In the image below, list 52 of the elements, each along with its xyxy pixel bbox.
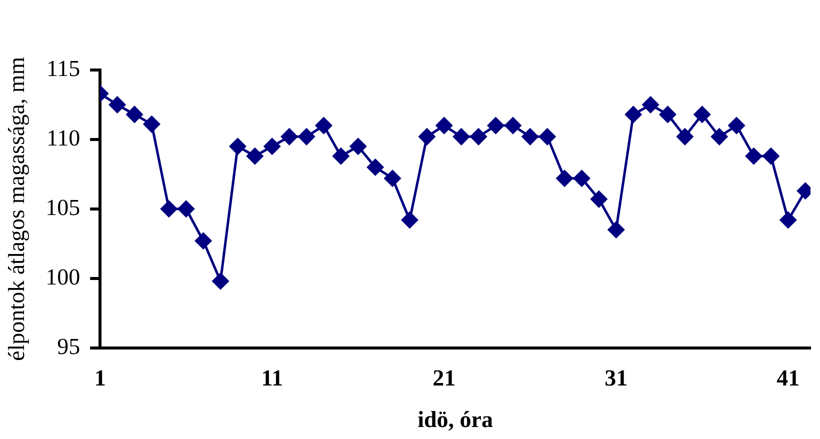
point — [504, 117, 522, 134]
point — [264, 138, 280, 155]
point — [728, 117, 745, 134]
point — [195, 232, 212, 250]
point — [590, 190, 608, 208]
point — [659, 106, 676, 123]
point — [281, 128, 298, 145]
point — [160, 200, 178, 218]
point — [470, 128, 487, 145]
point — [436, 117, 452, 134]
point — [418, 128, 436, 145]
point — [522, 128, 538, 145]
point — [711, 128, 728, 145]
point — [384, 170, 401, 187]
y-tick-label: 100 — [46, 264, 80, 290]
y-tick-label: 95 — [57, 334, 80, 359]
point — [143, 116, 160, 132]
y-axis-title: élpontok átlagos magassága, mm — [4, 56, 29, 361]
point — [556, 170, 573, 187]
point — [212, 272, 229, 290]
point — [573, 170, 590, 187]
point — [350, 138, 366, 155]
x-tick-label: 11 — [261, 366, 283, 391]
point — [642, 96, 659, 113]
point — [625, 106, 642, 123]
x-tick-label: 31 — [604, 366, 628, 391]
x-tick-label: 21 — [432, 366, 456, 391]
point — [229, 138, 246, 155]
x-tick-label: 1 — [94, 366, 106, 391]
point — [315, 117, 332, 134]
point — [332, 148, 350, 164]
x-tick-label: 41 — [776, 366, 800, 391]
point — [178, 200, 194, 218]
y-tick-label: 110 — [46, 125, 80, 150]
point — [780, 212, 796, 228]
point — [608, 221, 624, 238]
point — [126, 106, 143, 123]
point — [246, 148, 264, 164]
point — [487, 117, 504, 134]
point — [745, 148, 762, 164]
point — [298, 128, 315, 145]
point — [109, 96, 126, 113]
point — [539, 128, 556, 145]
point — [367, 158, 384, 176]
point — [694, 106, 710, 123]
point — [453, 128, 470, 145]
x-axis-title: idö, óra — [418, 407, 494, 432]
point — [762, 148, 780, 164]
point — [401, 212, 418, 228]
y-tick-label: 115 — [46, 56, 80, 82]
point — [676, 128, 694, 145]
y-tick-label: 105 — [46, 194, 80, 220]
